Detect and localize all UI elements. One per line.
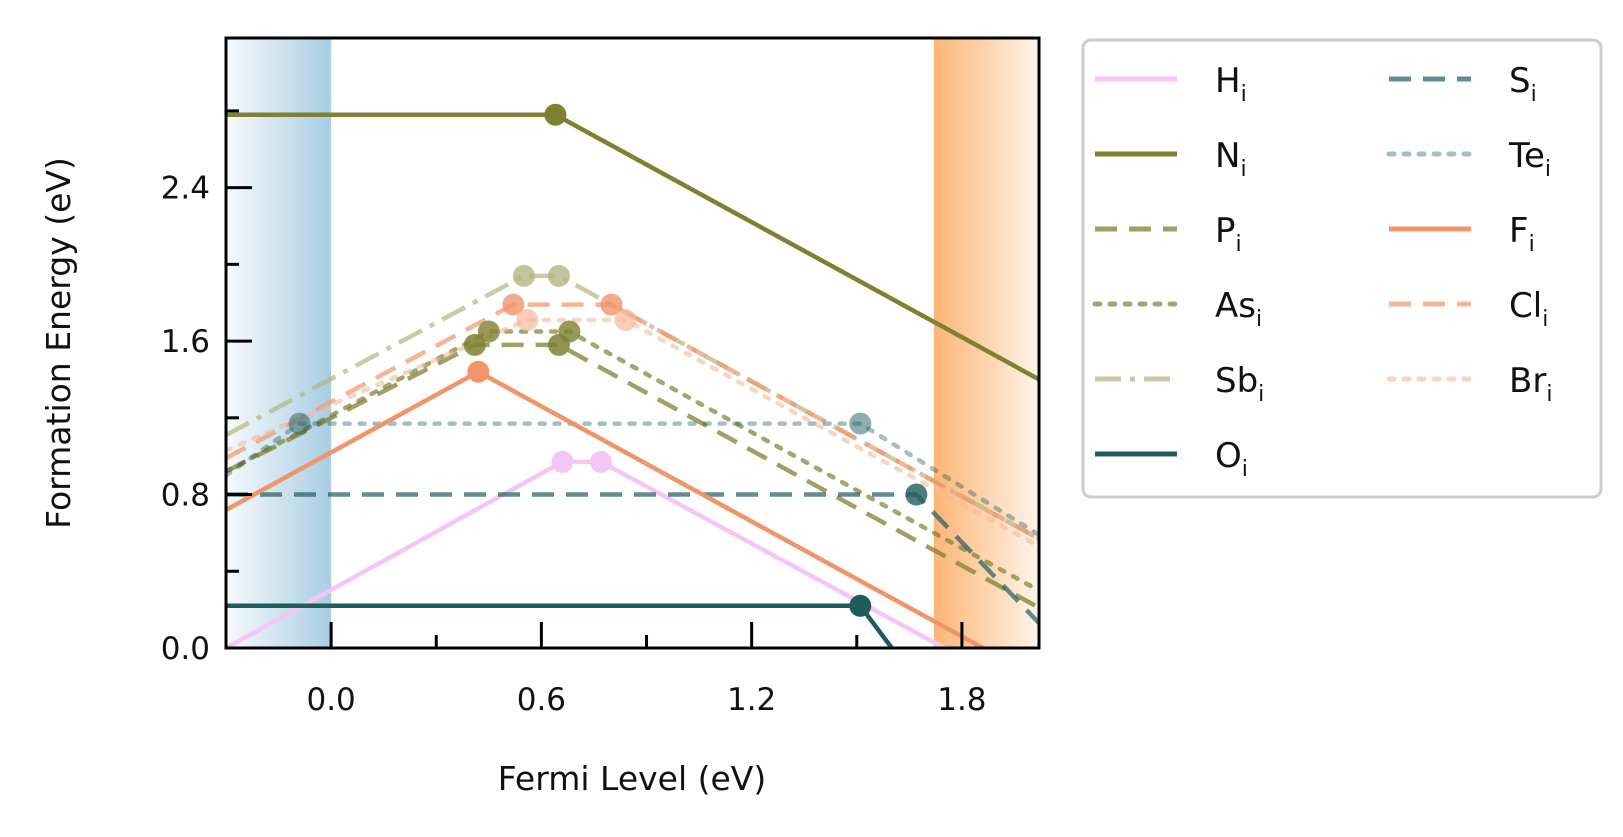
plot-frame xyxy=(224,36,1041,650)
transition-marker-cli-1 xyxy=(600,293,623,316)
series-lines xyxy=(226,112,1039,648)
legend-label: Bri xyxy=(1509,361,1552,407)
transition-marker-sbi-0 xyxy=(512,264,535,287)
series-line-hi xyxy=(226,459,946,648)
transition-markers xyxy=(288,103,928,617)
x-tick-label: 0.0 xyxy=(306,682,355,718)
x-axis-label: Fermi Level (eV) xyxy=(498,759,767,798)
y-tick-label: 1.6 xyxy=(161,324,210,360)
transition-marker-bri-0 xyxy=(516,308,539,331)
y-tick-label: 0.8 xyxy=(161,478,210,514)
legend-label: Ni xyxy=(1215,136,1247,182)
conduction-band-region xyxy=(933,38,1039,648)
legend-entry-asi: Asi xyxy=(1092,286,1262,332)
legend-label: Asi xyxy=(1215,286,1262,332)
transition-marker-bri-1 xyxy=(614,308,637,331)
x-axis-ticks: 0.0 0.6 1.2 1.8 xyxy=(306,622,987,718)
legend-entry-ni: Ni xyxy=(1095,136,1247,182)
legend-entry-sbi: Sbi xyxy=(1095,361,1264,407)
transition-marker-cli-0 xyxy=(502,293,525,316)
y-tick-label: 0.0 xyxy=(161,631,210,667)
transition-marker-pi-0 xyxy=(463,333,486,356)
legend-label: Oi xyxy=(1215,436,1248,482)
legend-label: Cli xyxy=(1509,286,1548,332)
legend-entry-bri: Bri xyxy=(1386,361,1552,407)
legend-label: Sbi xyxy=(1215,361,1264,407)
y-tick-label: 2.4 xyxy=(161,171,210,207)
series-line-ni xyxy=(226,112,1039,382)
x-tick-label: 0.6 xyxy=(517,682,566,718)
legend-entry-hi: Hi xyxy=(1095,61,1247,107)
y-axis-label: Formation Energy (eV) xyxy=(39,157,78,529)
band-regions xyxy=(226,38,1039,648)
transition-marker-asi-1 xyxy=(558,320,581,343)
series-line-bri xyxy=(226,317,1039,549)
legend-label: Tei xyxy=(1508,136,1551,182)
legend-entry-pi: Pi xyxy=(1095,211,1242,257)
x-tick-label: 1.8 xyxy=(937,682,986,718)
legend-entries: Hi Ni Pi Asi Sbi Oi Si Tei Fi Cli Bri xyxy=(1092,61,1552,482)
transition-marker-sbi-1 xyxy=(547,264,570,287)
legend: Hi Ni Pi Asi Sbi Oi Si Tei Fi Cli Bri xyxy=(1081,38,1603,499)
valence-band-region xyxy=(226,38,332,648)
transition-marker-hi-0 xyxy=(551,450,574,473)
x-tick-label: 1.2 xyxy=(727,682,776,718)
series-line-tei xyxy=(226,421,1039,538)
plot-area: 0.0 0.6 1.2 1.8 0.0 0.8 1.6 2.4 xyxy=(161,36,1041,718)
legend-entry-fi: Fi xyxy=(1389,211,1535,257)
legend-entry-oi: Oi xyxy=(1095,436,1248,482)
legend-entry-si: Si xyxy=(1389,61,1537,107)
transition-marker-si-0 xyxy=(905,483,928,506)
legend-label: Si xyxy=(1509,61,1537,107)
legend-label: Hi xyxy=(1215,61,1247,107)
y-axis-ticks: 0.0 0.8 1.6 2.4 xyxy=(161,109,252,667)
legend-label: Fi xyxy=(1509,211,1535,257)
transition-marker-asi-0 xyxy=(477,320,500,343)
transition-marker-oi-0 xyxy=(849,594,872,617)
transition-marker-ni-0 xyxy=(544,103,567,126)
transition-marker-hi-1 xyxy=(589,450,612,473)
series-line-pi xyxy=(226,342,1039,610)
legend-entry-cli: Cli xyxy=(1389,286,1548,332)
transition-marker-fi-0 xyxy=(467,360,490,383)
transition-marker-tei-1 xyxy=(849,412,872,435)
legend-entry-tei: Tei xyxy=(1386,136,1551,182)
legend-label: Pi xyxy=(1215,211,1242,257)
transition-marker-tei-0 xyxy=(288,412,311,435)
legend-frame xyxy=(1081,38,1603,499)
series-line-cli xyxy=(226,302,1039,541)
